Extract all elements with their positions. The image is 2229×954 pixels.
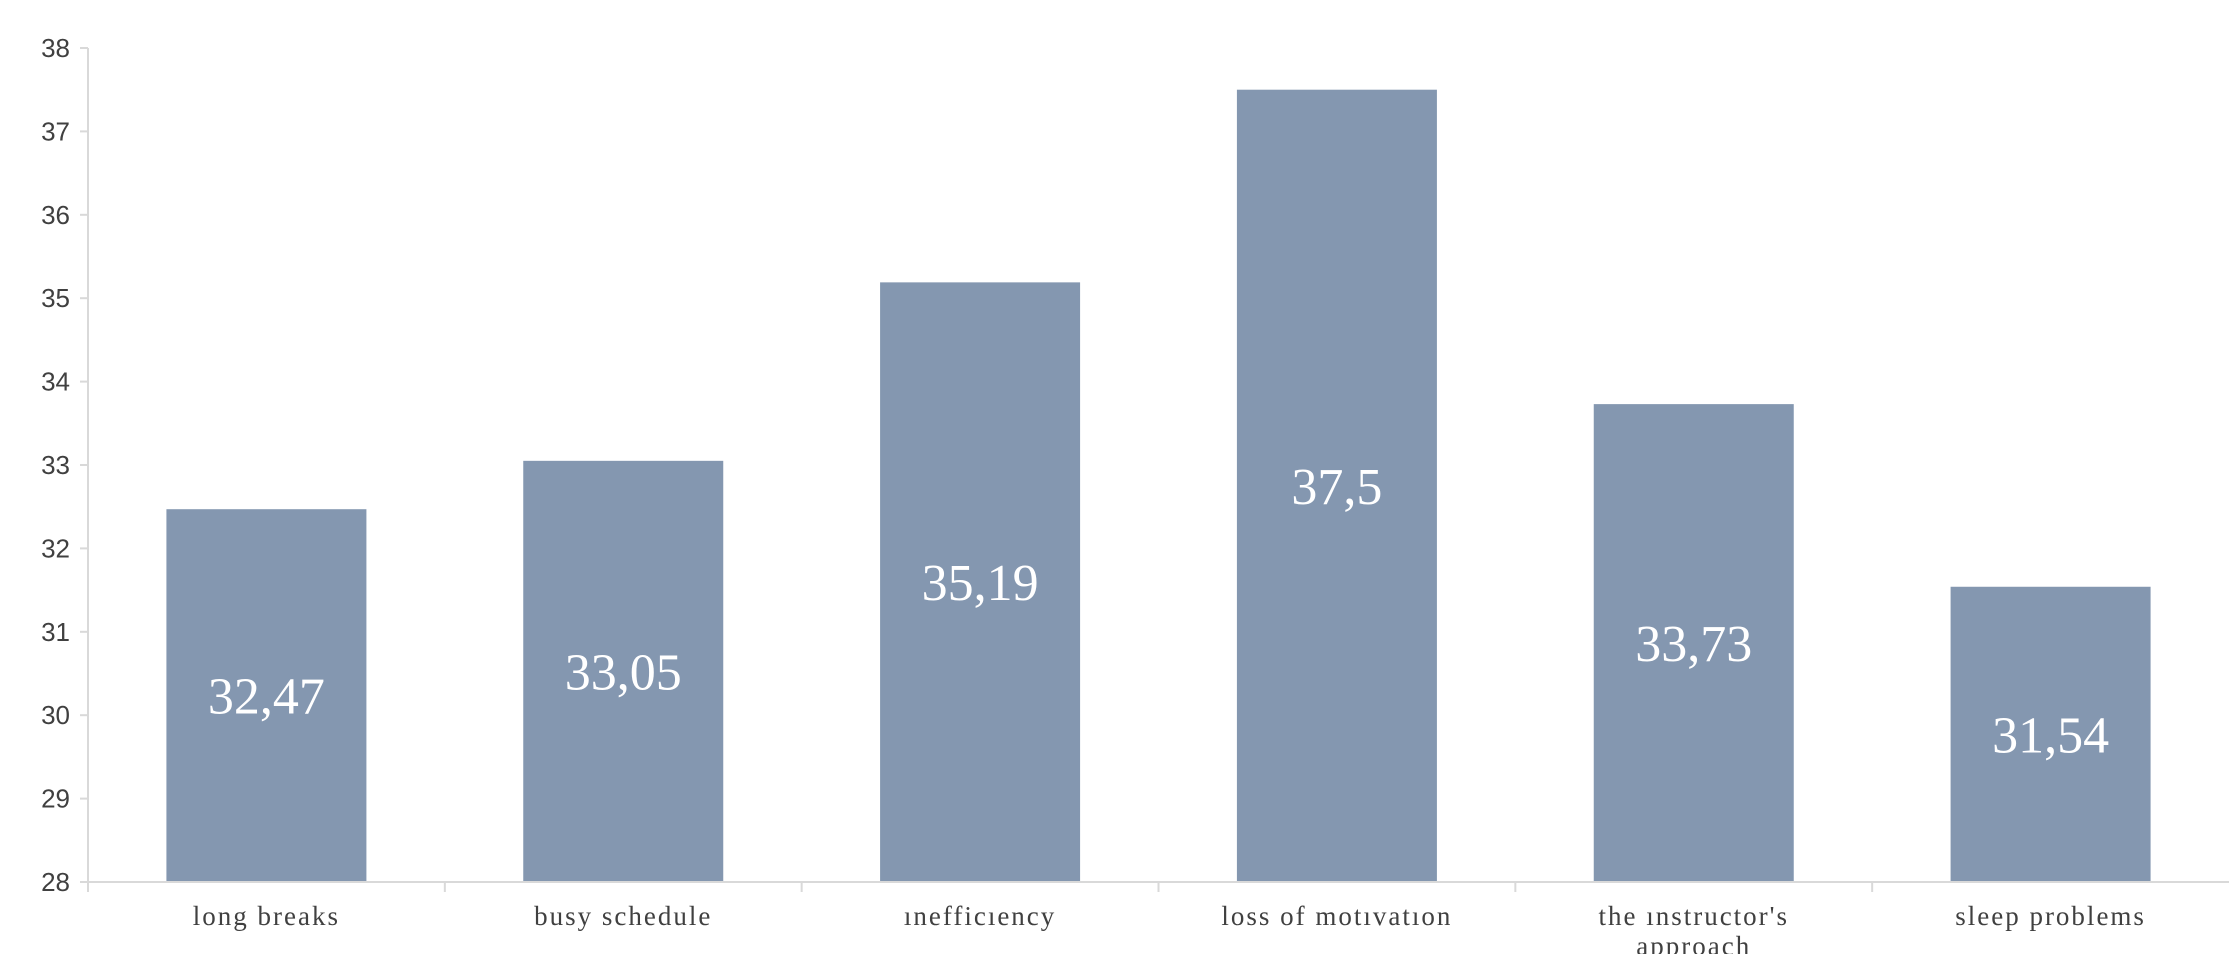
bars: 32,47 33,05 35,19 37,5 33,73 31,54: [166, 89, 2151, 882]
x-axis: long breaks busy schedule ınefficıency loss…: [87, 881, 2229, 954]
data-label: 37,5: [1291, 459, 1382, 516]
y-tick-label: 29: [41, 784, 70, 814]
data-label: 33,05: [565, 644, 682, 701]
bar: [523, 460, 724, 882]
y-tick-label: 32: [41, 533, 70, 563]
category-label: loss of motıvatıon: [1221, 901, 1452, 931]
category-label: sleep problems: [1955, 901, 2146, 931]
bar: [880, 282, 1081, 882]
y-tick-label: 37: [41, 116, 70, 146]
data-label: 31,54: [1992, 707, 2109, 764]
y-tick-label: 30: [41, 700, 70, 730]
category-label: busy schedule: [534, 901, 712, 931]
category-label: ınefficıency: [904, 901, 1056, 931]
bar: [1593, 404, 1794, 882]
data-label: 32,47: [208, 669, 325, 726]
y-tick-label: 28: [41, 867, 70, 897]
data-label: 35,19: [922, 555, 1039, 612]
category-label: long breaks: [193, 901, 340, 931]
bar: [166, 509, 367, 882]
y-tick-label: 36: [41, 200, 70, 230]
bar: [1950, 586, 2151, 882]
y-tick-label: 35: [41, 283, 70, 313]
category-label: the ınstructor's approach: [1598, 901, 1789, 954]
y-tick-label: 31: [41, 617, 70, 647]
bar: [1236, 89, 1437, 882]
data-label: 33,73: [1635, 616, 1752, 673]
y-axis: 28 29 30 31 32 33 34 35 36 37 38: [41, 33, 89, 897]
y-tick-label: 34: [41, 367, 70, 397]
y-tick-label: 38: [41, 33, 70, 63]
y-tick-label: 33: [41, 450, 70, 480]
